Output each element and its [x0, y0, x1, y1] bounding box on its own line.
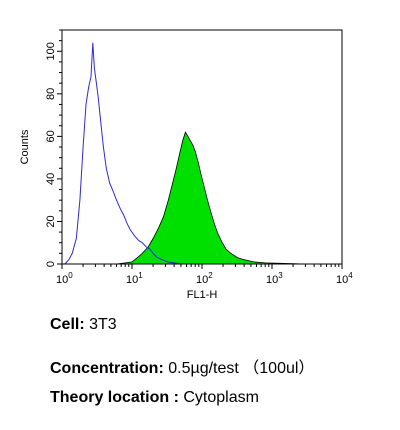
x-tick-label: 102: [196, 271, 213, 286]
y-tick-label: 80: [45, 88, 57, 100]
y-tick-label: 0: [45, 261, 57, 267]
cell-value: 3T3: [84, 316, 117, 333]
histogram-chart: 100 101 102 103 104 0 20 40 60 80 100 FL1-H Count…: [19, 29, 353, 301]
location-label: Theory location :: [50, 389, 179, 406]
location-caption: Theory location : Cytoplasm: [50, 389, 259, 407]
y-tick-label: 100: [45, 42, 57, 60]
x-tick-label: 103: [266, 271, 283, 286]
x-tick-label: 101: [126, 271, 143, 286]
concentration-caption: Concentration: 0.5µg/test （100ul）: [50, 354, 314, 378]
y-axis-label: Counts: [19, 129, 31, 164]
control-histogram: [64, 42, 181, 265]
x-tick-label: 100: [56, 271, 73, 286]
x-tick-label: 104: [336, 271, 353, 286]
x-axis-label: FL1-H: [187, 289, 218, 301]
y-tick-label: 40: [45, 173, 57, 185]
y-axis-ticks: 0 20 40 60 80 100: [45, 29, 62, 267]
series-layer: [64, 42, 306, 265]
cell-label: Cell:: [50, 316, 85, 333]
cell-caption: Cell: 3T3: [50, 316, 117, 334]
location-value: Cytoplasm: [178, 389, 259, 406]
y-tick-label: 20: [45, 215, 57, 227]
y-tick-label: 60: [45, 130, 57, 142]
sample-histogram: [116, 131, 306, 265]
concentration-label: Concentration:: [50, 360, 164, 377]
x-axis-ticks: 100 101 102 103 104: [56, 264, 353, 286]
concentration-value: 0.5µg/test （100ul）: [163, 360, 315, 377]
